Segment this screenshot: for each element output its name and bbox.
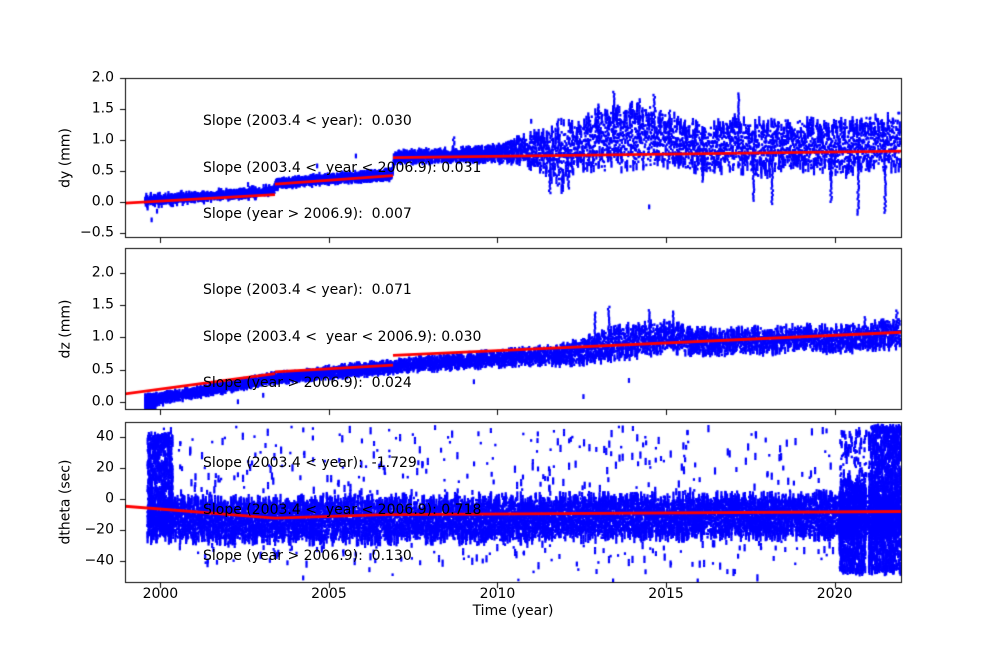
y-axis-label-dz: dz (mm) [57,299,74,359]
annotation-dtheta: Slope (2003.4 < year): -1.729 Slope (200… [203,425,481,596]
y-tick-label: 1.5 [91,100,114,117]
annotation-line: Slope (year > 2006.9): 0.024 [203,375,412,391]
y-tick-label: 1.0 [91,131,114,148]
annotation-line: Slope (2003.4 < year): 0.071 [203,282,412,298]
x-axis-label: Time (year) [472,603,554,619]
y-tick-label: 0.0 [91,393,114,410]
x-tick-label: 2015 [648,586,684,602]
x-tick-label: 2005 [311,586,347,602]
y-tick-label: −20 [84,521,114,538]
annotation-line: Slope (2003.4 < year): -1.729 [203,455,417,471]
y-axis-label-dtheta: dtheta (sec) [57,459,74,545]
y-tick-label: 20 [96,459,114,476]
annotation-dz: Slope (2003.4 < year): 0.071 Slope (2003… [203,252,481,423]
y-tick-label: 2.0 [91,264,114,281]
annotation-line: Slope (2003.4 < year < 2006.9): 0.718 [203,501,482,518]
y-tick-label: −0.5 [80,224,114,241]
annotation-line: Slope (year > 2006.9): 0.130 [203,548,412,564]
annotation-line: Slope (2003.4 < year < 2006.9): 0.030 [203,328,482,345]
y-tick-label: 2.0 [91,69,114,86]
y-tick-label: 1.5 [91,296,114,313]
x-tick-label: 2010 [479,586,516,602]
y-tick-label: 0.5 [91,162,114,179]
annotation-line: Slope (year > 2006.9): 0.007 [203,206,412,222]
y-tick-label: 1.0 [91,328,114,345]
y-tick-label: −40 [84,552,114,569]
x-tick-label: 2000 [142,586,179,602]
y-axis-label-dy: dy (mm) [57,128,74,188]
x-tick-label: 2020 [816,586,853,602]
annotation-dy: Slope (2003.4 < year): 0.030 Slope (2003… [203,83,481,254]
annotation-line: Slope (2003.4 < year < 2006.9): 0.031 [203,159,482,176]
y-tick-label: 0.0 [91,193,114,210]
y-tick-label: 0 [105,490,114,507]
y-tick-label: 0.5 [91,360,114,377]
y-tick-label: 40 [96,428,114,445]
annotation-line: Slope (2003.4 < year): 0.030 [203,113,412,129]
